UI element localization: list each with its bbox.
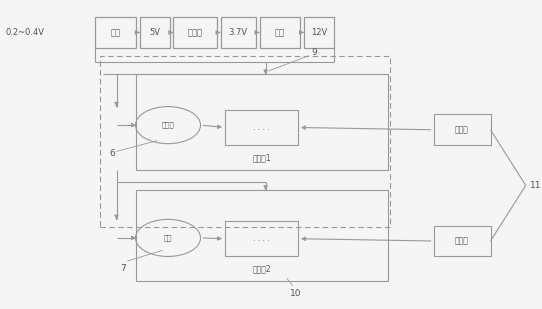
Text: 蓄电池: 蓄电池 xyxy=(188,28,203,37)
Text: 7: 7 xyxy=(120,264,126,273)
Text: 卷电器2: 卷电器2 xyxy=(252,265,271,273)
Text: 3.7V: 3.7V xyxy=(229,28,248,37)
Bar xyxy=(173,17,217,48)
Bar xyxy=(225,221,298,256)
Text: 电磁阀: 电磁阀 xyxy=(162,122,175,129)
Bar xyxy=(100,56,390,227)
Text: 水泵: 水泵 xyxy=(164,235,172,241)
Bar xyxy=(434,114,491,145)
Bar xyxy=(225,110,298,145)
Text: 传感器: 传感器 xyxy=(455,236,469,246)
Text: 卷电器1: 卷电器1 xyxy=(252,153,271,162)
Bar xyxy=(304,17,334,48)
Bar xyxy=(221,17,256,48)
Text: 10: 10 xyxy=(289,289,301,298)
Text: 12V: 12V xyxy=(311,28,327,37)
Text: . . . .: . . . . xyxy=(253,234,270,243)
Text: 6: 6 xyxy=(109,149,115,159)
Text: 11: 11 xyxy=(530,181,541,190)
Text: 9: 9 xyxy=(312,48,317,57)
Bar xyxy=(434,226,491,256)
Text: 5V: 5V xyxy=(149,28,160,37)
Text: 传感器: 传感器 xyxy=(455,125,469,134)
Text: . . . .: . . . . xyxy=(253,123,270,132)
Bar xyxy=(136,74,388,170)
Text: 0.2~0.4V: 0.2~0.4V xyxy=(5,28,44,37)
Bar xyxy=(136,190,388,281)
Bar xyxy=(95,17,136,48)
Bar xyxy=(260,17,300,48)
Text: 升压: 升压 xyxy=(275,28,285,37)
Text: 升压: 升压 xyxy=(110,28,120,37)
Bar xyxy=(140,17,170,48)
